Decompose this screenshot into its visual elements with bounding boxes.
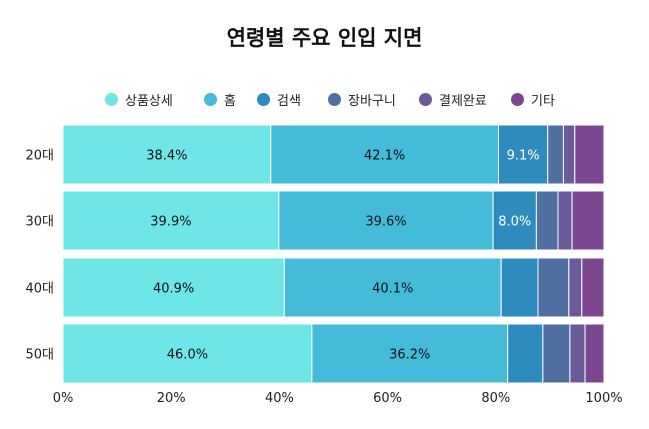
legend-item: 상품상세 — [105, 90, 173, 109]
y-tick-label: 20대 — [25, 149, 54, 164]
legend-swatch — [419, 93, 432, 106]
bar-segment — [547, 124, 564, 185]
bar-segment — [311, 323, 509, 384]
bar-segment — [62, 124, 272, 185]
bar-segment — [574, 124, 605, 185]
x-tick-label: 60% — [373, 391, 402, 406]
bar-segment — [571, 190, 605, 251]
legend-swatch — [105, 93, 118, 106]
legend-item: 홈 — [204, 90, 236, 109]
legend-label: 상품상세 — [125, 94, 173, 109]
x-tick-label: 40% — [265, 391, 294, 406]
bar-segment — [500, 257, 539, 318]
bar-segment — [62, 323, 313, 384]
legend: 상품상세 홈 검색 장바구니 결제완료 기타 — [0, 90, 649, 112]
legend-item: 결제완료 — [419, 90, 487, 109]
data-label: 40.9% — [153, 282, 194, 297]
x-tick-label: 100% — [585, 391, 622, 406]
data-label: 42.1% — [364, 149, 405, 164]
x-tick-label: 0% — [53, 391, 74, 406]
legend-label: 장바구니 — [348, 94, 396, 109]
y-tick-label: 50대 — [25, 348, 54, 363]
bar-segment — [283, 257, 502, 318]
data-label: 40.1% — [372, 282, 413, 297]
bar-segment — [62, 190, 280, 251]
bar-segment — [557, 190, 573, 251]
legend-item: 검색 — [257, 90, 301, 109]
data-label: 38.4% — [146, 149, 187, 164]
data-label: 39.9% — [150, 215, 191, 230]
legend-label: 검색 — [277, 94, 301, 109]
x-tick-label: 20% — [157, 391, 186, 406]
legend-label: 기타 — [531, 94, 555, 109]
bar-segment — [535, 190, 559, 251]
data-label: 39.6% — [365, 215, 406, 230]
legend-label: 결제완료 — [439, 94, 487, 109]
bar-segment — [562, 124, 576, 185]
bar-segment — [569, 323, 586, 384]
chart-title: 연령별 주요 인입 지면 — [226, 26, 423, 50]
data-label: 8.0% — [498, 215, 531, 230]
bar-segment — [278, 190, 494, 251]
bar-segment — [542, 323, 571, 384]
data-label: 36.2% — [389, 348, 430, 363]
legend-swatch — [204, 93, 217, 106]
legend-swatch — [328, 93, 341, 106]
bar-segment — [568, 257, 583, 318]
y-tick-label: 40대 — [25, 282, 54, 297]
bar-segment — [62, 257, 285, 318]
bar-segment — [537, 257, 570, 318]
bar-segment — [270, 124, 500, 185]
legend-swatch — [257, 93, 270, 106]
legend-item: 기타 — [511, 90, 555, 109]
x-tick-label: 80% — [481, 391, 510, 406]
legend-item: 장바구니 — [328, 90, 396, 109]
bar-segment — [507, 323, 544, 384]
bar-segment — [584, 323, 605, 384]
bar-segment — [498, 124, 549, 185]
data-label: 9.1% — [507, 149, 540, 164]
bar-segment — [581, 257, 605, 318]
y-tick-label: 30대 — [25, 215, 54, 230]
legend-label: 홈 — [224, 94, 236, 109]
data-label: 46.0% — [167, 348, 208, 363]
legend-swatch — [511, 93, 524, 106]
